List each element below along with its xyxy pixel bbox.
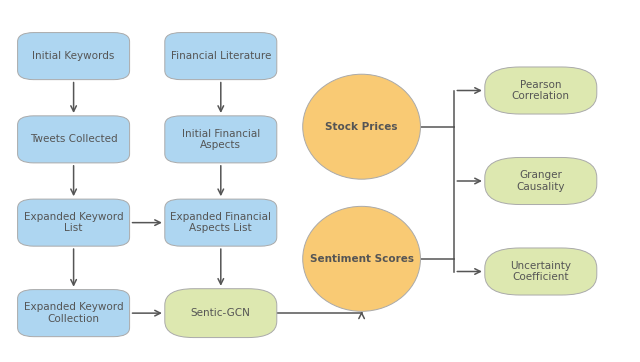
Text: Tweets Collected: Tweets Collected	[30, 134, 117, 144]
FancyBboxPatch shape	[485, 157, 596, 205]
FancyBboxPatch shape	[18, 290, 130, 337]
FancyBboxPatch shape	[164, 199, 276, 246]
Text: Sentiment Scores: Sentiment Scores	[310, 254, 413, 264]
FancyBboxPatch shape	[164, 289, 276, 337]
Text: Expanded Financial
Aspects List: Expanded Financial Aspects List	[170, 212, 271, 233]
Text: Financial Literature: Financial Literature	[171, 51, 271, 61]
Text: Expanded Keyword
Collection: Expanded Keyword Collection	[24, 302, 124, 324]
Text: Initial Keywords: Initial Keywords	[33, 51, 115, 61]
FancyBboxPatch shape	[164, 116, 276, 163]
Ellipse shape	[303, 206, 420, 311]
Ellipse shape	[303, 74, 420, 179]
FancyBboxPatch shape	[485, 67, 596, 114]
Text: Granger
Causality: Granger Causality	[516, 170, 565, 192]
FancyBboxPatch shape	[18, 199, 130, 246]
Text: Pearson
Correlation: Pearson Correlation	[512, 80, 570, 101]
FancyBboxPatch shape	[18, 33, 130, 80]
Text: Initial Financial
Aspects: Initial Financial Aspects	[182, 129, 260, 150]
Text: Sentic-GCN: Sentic-GCN	[191, 308, 251, 318]
Text: Stock Prices: Stock Prices	[325, 122, 398, 132]
Text: Uncertainty
Coefficient: Uncertainty Coefficient	[510, 261, 572, 282]
FancyBboxPatch shape	[485, 248, 596, 295]
Text: Expanded Keyword
List: Expanded Keyword List	[24, 212, 124, 233]
FancyBboxPatch shape	[164, 33, 276, 80]
FancyBboxPatch shape	[18, 116, 130, 163]
